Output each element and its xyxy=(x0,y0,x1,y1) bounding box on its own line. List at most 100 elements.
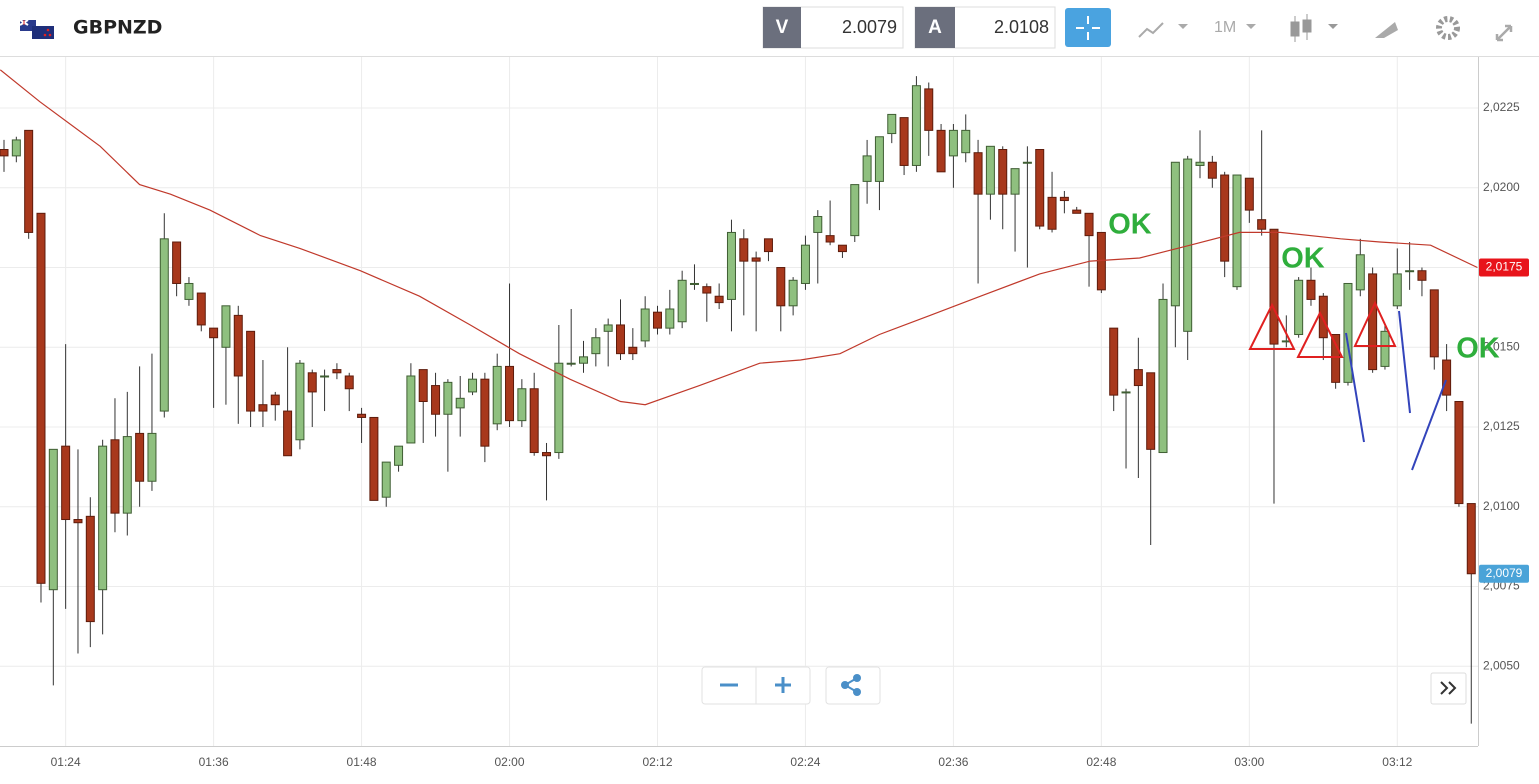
candle-body xyxy=(1343,282,1353,383)
candle-body xyxy=(209,327,219,339)
candle-body xyxy=(36,212,46,584)
price-label: 2,0079 xyxy=(1486,566,1523,580)
candle-body xyxy=(899,117,909,166)
y-tick-label: 2,0050 xyxy=(1483,658,1520,672)
candle-body xyxy=(307,372,317,393)
candle-body xyxy=(406,375,416,444)
candle-body xyxy=(233,314,243,377)
scroll-end-button[interactable] xyxy=(1430,672,1467,705)
candle-body xyxy=(1220,174,1230,262)
candle-body xyxy=(874,136,884,182)
candle-body xyxy=(73,519,83,524)
candle-body xyxy=(936,129,946,173)
candle-body xyxy=(1454,401,1464,505)
candle-body xyxy=(1035,149,1045,227)
x-tick-label: 01:24 xyxy=(51,755,81,769)
candle-body xyxy=(850,184,860,237)
y-tick-label: 2,0150 xyxy=(1483,339,1520,353)
candle-body xyxy=(628,346,638,355)
candle-body xyxy=(739,238,749,262)
x-tick-label: 02:24 xyxy=(790,755,820,769)
y-tick-label: 2,0225 xyxy=(1483,100,1520,114)
sell-tag xyxy=(763,7,801,48)
candle-body xyxy=(529,388,539,454)
candle-body xyxy=(1429,289,1439,358)
candle-body xyxy=(714,295,724,304)
timeframe[interactable]: 1M xyxy=(1214,19,1236,36)
candle-body xyxy=(1355,254,1365,291)
share-button[interactable] xyxy=(825,666,881,705)
y-tick-label: 2,0100 xyxy=(1483,499,1520,513)
zoom-controls xyxy=(701,666,1467,705)
y-tick-label: 2,0125 xyxy=(1483,419,1520,433)
candle-body xyxy=(332,369,342,374)
candle-body xyxy=(998,149,1008,195)
price-label: 2,0175 xyxy=(1486,260,1523,274)
candle-body xyxy=(652,311,662,329)
candle-body xyxy=(258,404,268,412)
candle-body xyxy=(1368,273,1378,371)
candle-body xyxy=(825,235,835,243)
candle-body xyxy=(1331,334,1341,383)
candle-body xyxy=(357,413,367,418)
x-tick-label: 02:36 xyxy=(938,755,968,769)
candle-body xyxy=(1146,372,1156,450)
candle-body xyxy=(862,155,872,182)
candle-body xyxy=(788,279,798,307)
candle-body xyxy=(1466,503,1476,575)
candle-body xyxy=(1084,212,1094,237)
candle-body xyxy=(1158,298,1168,454)
candle-body xyxy=(184,282,194,300)
candle-body xyxy=(1232,174,1242,288)
candle-body xyxy=(320,375,330,378)
annotation: OK xyxy=(1456,333,1500,365)
moving-average xyxy=(0,69,1478,406)
candle-body xyxy=(1306,279,1316,300)
candle-body xyxy=(1269,228,1279,345)
candle-body xyxy=(1022,161,1032,164)
drawings xyxy=(1248,300,1447,471)
candles-button[interactable] xyxy=(1290,14,1338,42)
zoom-in[interactable] xyxy=(775,677,791,693)
y-tick-label: 2,0200 xyxy=(1483,180,1520,194)
settings-button[interactable] xyxy=(1436,16,1460,40)
candle-body xyxy=(159,238,169,412)
crosshair-button[interactable] xyxy=(1065,8,1111,47)
candle-body xyxy=(579,356,589,364)
chart-type-button[interactable] xyxy=(1138,22,1188,38)
candle-body xyxy=(776,267,786,307)
candle-body xyxy=(1121,391,1131,394)
candle-body xyxy=(85,515,95,623)
candle-body xyxy=(1417,270,1427,281)
candle-body xyxy=(961,129,971,154)
price-label-box xyxy=(1479,564,1529,583)
candle-body xyxy=(1133,369,1143,387)
candle-body xyxy=(246,330,256,412)
x-tick-label: 02:12 xyxy=(642,755,672,769)
candle-body xyxy=(973,152,983,195)
candle-body xyxy=(381,461,391,498)
timeframe-caret xyxy=(1246,24,1256,29)
candle-body xyxy=(616,324,625,355)
candle-body xyxy=(1207,161,1217,179)
buy-tag xyxy=(915,7,955,48)
candle-body xyxy=(480,378,490,447)
candle-body xyxy=(443,381,453,415)
drawing-button[interactable] xyxy=(1375,22,1398,38)
symbol: GBPNZD xyxy=(73,17,162,39)
price-label-box xyxy=(1479,258,1529,277)
candle-body xyxy=(468,378,478,393)
flag xyxy=(19,19,54,39)
candle-body xyxy=(1047,196,1057,230)
candle-body xyxy=(270,394,280,406)
x-tick-label: 03:00 xyxy=(1234,755,1264,769)
fullscreen-button[interactable] xyxy=(1495,24,1513,42)
candle-body xyxy=(1442,359,1452,396)
candle-body xyxy=(1109,327,1119,396)
x-tick-label: 02:48 xyxy=(1086,755,1116,769)
sell-label: V xyxy=(776,17,789,38)
candle-body xyxy=(221,305,231,348)
candle-body xyxy=(689,282,699,285)
